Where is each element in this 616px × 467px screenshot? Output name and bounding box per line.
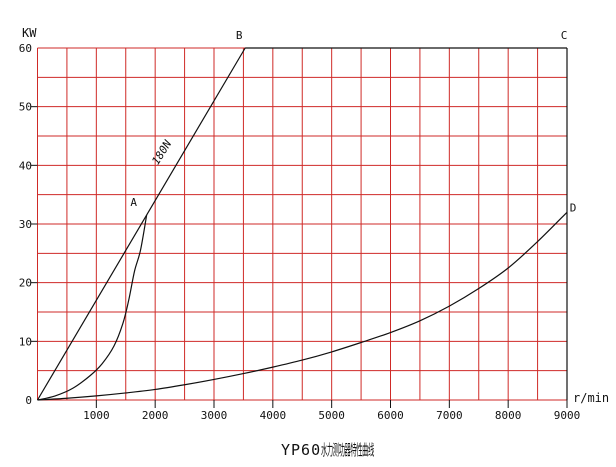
chart-title-model: YP60 — [281, 441, 322, 459]
y-axis-unit-label: KW — [22, 26, 37, 40]
y-tick-label: 60 — [19, 42, 32, 55]
y-tick-label: 30 — [19, 218, 32, 231]
curve-torque-line-180N — [36, 47, 246, 401]
annotation-label-B: B — [236, 29, 243, 42]
x-axis-unit-label: r/min — [573, 391, 610, 405]
x-tick-label: 4000 — [260, 409, 287, 422]
x-tick-label: 9000 — [554, 409, 581, 422]
curve-full-load-curve-OA — [37, 215, 148, 401]
annotation-label-180N: 180N — [149, 137, 174, 167]
x-tick-label: 1000 — [83, 409, 110, 422]
chart-title-name: 水力测功器特性曲线 — [321, 441, 375, 459]
curve-min-load-curve-OD — [37, 211, 568, 401]
x-tick-label: 7000 — [436, 409, 463, 422]
y-tick-label: 10 — [19, 335, 32, 348]
x-tick-label: 3000 — [201, 409, 228, 422]
chart-title: YP60水力测功器特性曲线 — [281, 439, 447, 460]
y-tick-label: 50 — [19, 101, 32, 114]
y-tick-label: 0 — [25, 394, 32, 407]
x-tick-label: 2000 — [142, 409, 169, 422]
annotation-label-C: C — [561, 29, 568, 42]
y-tick-label: 40 — [19, 159, 32, 172]
x-tick-label: 8000 — [495, 409, 522, 422]
x-tick-label: 5000 — [318, 409, 345, 422]
y-tick-label: 20 — [19, 277, 32, 290]
annotation-label-A: A — [130, 196, 137, 209]
x-tick-label: 6000 — [377, 409, 404, 422]
annotation-label-D: D — [570, 201, 577, 214]
